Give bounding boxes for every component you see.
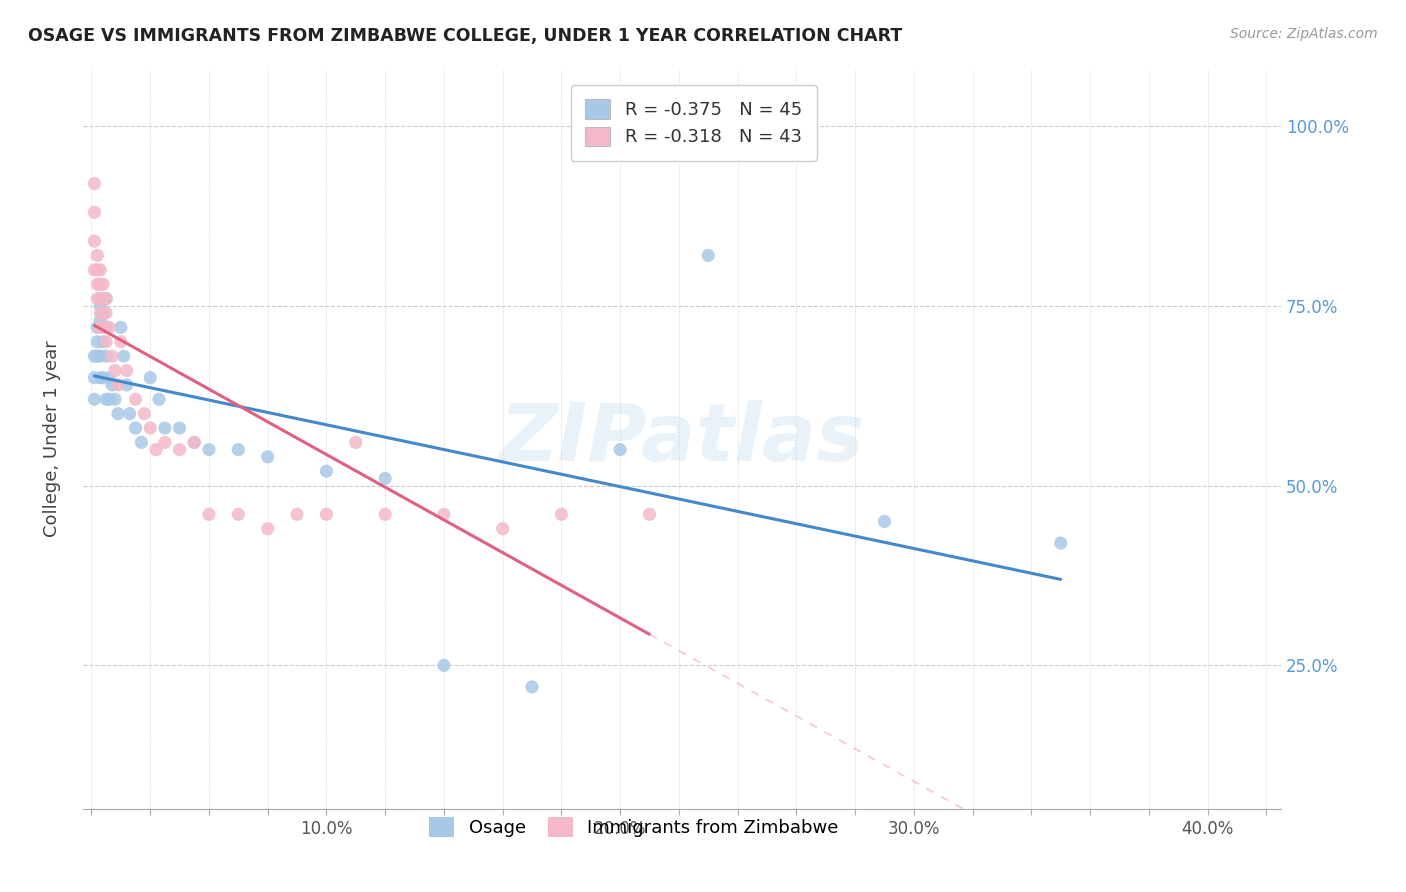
Point — [101, 378, 124, 392]
Point — [153, 421, 176, 435]
Point — [83, 177, 105, 191]
Point — [638, 508, 661, 522]
Point — [86, 292, 108, 306]
Point — [697, 248, 720, 262]
Point — [86, 248, 108, 262]
Point — [104, 392, 127, 407]
Point — [86, 263, 108, 277]
Point — [98, 320, 121, 334]
Point — [256, 522, 278, 536]
Point — [124, 392, 146, 407]
Point — [89, 263, 111, 277]
Point — [107, 407, 129, 421]
Point — [198, 508, 221, 522]
Point — [315, 508, 337, 522]
Point — [86, 349, 108, 363]
Point — [94, 334, 117, 349]
Point — [131, 435, 153, 450]
Point — [83, 205, 105, 219]
Point — [285, 508, 308, 522]
Point — [91, 277, 114, 292]
Point — [315, 464, 337, 478]
Point — [89, 349, 111, 363]
Y-axis label: College, Under 1 year: College, Under 1 year — [44, 341, 60, 537]
Point — [433, 658, 456, 673]
Point — [609, 442, 631, 457]
Point — [91, 292, 114, 306]
Point — [83, 392, 105, 407]
Point — [115, 378, 138, 392]
Point — [89, 370, 111, 384]
Point — [107, 378, 129, 392]
Point — [226, 442, 249, 457]
Point — [91, 306, 114, 320]
Point — [169, 421, 191, 435]
Point — [148, 392, 170, 407]
Point — [86, 320, 108, 334]
Point — [374, 471, 396, 485]
Point — [550, 508, 572, 522]
Point — [124, 421, 146, 435]
Point — [89, 292, 111, 306]
Point — [520, 680, 543, 694]
Point — [112, 349, 135, 363]
Point — [94, 392, 117, 407]
Point — [101, 349, 124, 363]
Point — [94, 292, 117, 306]
Text: OSAGE VS IMMIGRANTS FROM ZIMBABWE COLLEGE, UNDER 1 YEAR CORRELATION CHART: OSAGE VS IMMIGRANTS FROM ZIMBABWE COLLEG… — [28, 27, 903, 45]
Point — [226, 508, 249, 522]
Point — [89, 299, 111, 313]
Point — [91, 334, 114, 349]
Point — [98, 370, 121, 384]
Point — [94, 306, 117, 320]
Point — [183, 435, 205, 450]
Point — [89, 306, 111, 320]
Point — [86, 277, 108, 292]
Point — [83, 349, 105, 363]
Point — [104, 363, 127, 377]
Point — [198, 442, 221, 457]
Point — [139, 370, 162, 384]
Point — [115, 363, 138, 377]
Point — [153, 435, 176, 450]
Point — [83, 263, 105, 277]
Point — [169, 442, 191, 457]
Point — [433, 508, 456, 522]
Point — [491, 522, 513, 536]
Text: Source: ZipAtlas.com: Source: ZipAtlas.com — [1230, 27, 1378, 41]
Point — [118, 407, 141, 421]
Point — [83, 234, 105, 248]
Point — [110, 334, 132, 349]
Point — [344, 435, 367, 450]
Point — [89, 277, 111, 292]
Point — [110, 320, 132, 334]
Point — [86, 334, 108, 349]
Point — [145, 442, 167, 457]
Point — [94, 292, 117, 306]
Point — [91, 320, 114, 334]
Point — [89, 313, 111, 327]
Point — [98, 392, 121, 407]
Point — [91, 292, 114, 306]
Legend: Osage, Immigrants from Zimbabwe: Osage, Immigrants from Zimbabwe — [422, 810, 846, 845]
Point — [134, 407, 156, 421]
Point — [183, 435, 205, 450]
Point — [256, 450, 278, 464]
Point — [83, 370, 105, 384]
Point — [91, 370, 114, 384]
Point — [374, 508, 396, 522]
Point — [94, 320, 117, 334]
Point — [139, 421, 162, 435]
Point — [873, 515, 896, 529]
Text: ZIPatlas: ZIPatlas — [499, 400, 865, 478]
Point — [94, 349, 117, 363]
Point — [89, 320, 111, 334]
Point — [1049, 536, 1071, 550]
